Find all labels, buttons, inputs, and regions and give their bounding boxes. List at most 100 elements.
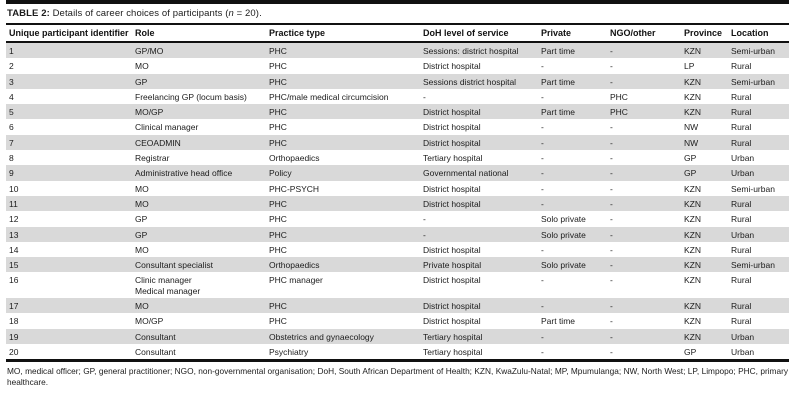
table-cell: PHC (269, 122, 287, 133)
table-cell: - (610, 183, 613, 194)
column-header: DoH level of service (423, 28, 509, 38)
table-cell: PHC manager (269, 275, 323, 286)
table-cell: PHC (269, 214, 287, 225)
table-body: 1 GP/MO PHC Sessions: district hospital Part… (6, 42, 789, 361)
table-cell: 6 (9, 122, 14, 133)
table-cell: PHC (269, 316, 287, 327)
table-cell: - (610, 137, 613, 148)
table-cell: - (610, 168, 613, 179)
table-cell: District hospital (423, 301, 481, 312)
table-cell: NW (684, 122, 699, 133)
table-cell: District hospital (423, 316, 481, 327)
table-cell: MO (135, 301, 149, 312)
table-cell: Part time (541, 107, 576, 118)
table-cell: NW (684, 137, 699, 148)
table-caption-n: n (228, 8, 234, 19)
table-cell: Semi-urban (731, 183, 775, 194)
table-row: 14 MO PHC District hospital - - KZN Rural (6, 241, 789, 258)
table-row: 18 MO/GP PHC District hospital Part time - KZN… (6, 313, 789, 329)
table-cell: Tertiary hospital (423, 331, 483, 342)
table-cell: KZN (684, 183, 701, 194)
table-row: 20 Consultant Psychiatry Tertiary hospital -… (6, 343, 789, 361)
table-cell: 20 (9, 346, 19, 357)
table-cell: KZN (684, 91, 701, 102)
table-cell: - (610, 61, 613, 72)
table-cell: Sessions: district hospital (423, 46, 519, 56)
table-cell: KZN (684, 260, 701, 271)
table-cell: Part time (541, 316, 576, 327)
table-header-row: Unique participant identifier Role Practic… (6, 24, 789, 42)
table-row: 19 Consultant Obstetrics and gynaecology Te… (6, 328, 789, 344)
table-row: 10 MO PHC-PSYCH District hospital - - KZN Semi-… (6, 180, 789, 196)
table-footnote: MO, medical officer; GP, general practit… (7, 366, 788, 388)
table-cell: Freelancing GP (locum basis) (135, 91, 247, 102)
table-cell: Solo private (541, 229, 586, 240)
table-cell: Rural (731, 301, 752, 312)
table-cell: CEOADMIN (135, 137, 181, 148)
table-cell: District hospital (423, 107, 481, 118)
table-cell: 5 (9, 107, 14, 118)
table-row: 16 Clinic manager Medical manager PHC manag… (6, 272, 789, 299)
table-cell: - (423, 91, 426, 102)
table-row: 7 CEOADMIN PHC District hospital - - NW Rural (6, 134, 789, 151)
table-cell: - (541, 91, 544, 102)
table-cell: PHC (269, 107, 287, 118)
table-cell: Orthopaedics (269, 260, 320, 271)
table-row: 1 GP/MO PHC Sessions: district hospital Part… (6, 42, 789, 59)
table-cell: PHC (610, 107, 628, 118)
table-cell: District hospital (423, 198, 481, 209)
table-cell: Clinic manager Medical manager (135, 275, 201, 296)
table-cell: PHC (269, 229, 287, 240)
table-cell: Rural (731, 244, 752, 255)
table-cell: Policy (269, 168, 292, 179)
table-cell: 7 (9, 137, 14, 148)
table-cell: KZN (684, 107, 701, 118)
table-cell: Tertiary hospital (423, 346, 483, 357)
table-cell: Part time (541, 46, 576, 56)
table-cell: Urban (731, 168, 755, 179)
table-cell: KZN (684, 46, 701, 56)
table-cell: KZN (684, 301, 701, 312)
table-cell: GP (684, 346, 697, 357)
table-cell: 18 (9, 316, 19, 327)
table-cell: Clinical manager (135, 122, 199, 133)
table-cell: - (610, 260, 613, 271)
column-header: Role (135, 28, 155, 38)
table-cell: Obstetrics and gynaecology (269, 331, 374, 342)
table-row: 13 GP PHC - Solo private - KZN Urban (6, 226, 789, 242)
table-cell: District hospital (423, 61, 481, 72)
table-cell: PHC (269, 61, 287, 72)
table-cell: 16 (9, 275, 19, 286)
table-cell: Solo private (541, 214, 586, 225)
table-cell: Rural (731, 275, 752, 286)
table-cell: - (541, 198, 544, 209)
table-cell: - (541, 61, 544, 72)
table-cell: GP/MO (135, 46, 164, 56)
table-cell: MO/GP (135, 107, 164, 118)
table-cell: PHC (269, 137, 287, 148)
table-cell: 14 (9, 244, 19, 255)
table-cell: LP (684, 61, 695, 72)
table-cell: Rural (731, 198, 752, 209)
table-cell: 15 (9, 260, 19, 271)
table-cell: - (610, 229, 613, 240)
table-cell: KZN (684, 331, 701, 342)
table-cell: - (610, 76, 613, 87)
table-cell: KZN (684, 198, 701, 209)
table-cell: 9 (9, 168, 14, 179)
table-row: 6 Clinical manager PHC District hospital - - N… (6, 119, 789, 135)
table-cell: GP (684, 168, 697, 179)
table-cell: Urban (731, 331, 755, 342)
table-cell: 8 (9, 153, 14, 164)
column-header: Province (684, 28, 723, 38)
participants-table: Unique participant identifier Role Practic… (6, 23, 789, 363)
table-caption-rest: = 20). (233, 8, 262, 19)
table-cell: PHC (269, 198, 287, 209)
table-cell: - (541, 122, 544, 133)
table-cell: 19 (9, 331, 19, 342)
table-cell: District hospital (423, 137, 481, 148)
table-cell: Consultant specialist (135, 260, 213, 271)
table-row: 3 GP PHC Sessions district hospital Part tim… (6, 73, 789, 89)
table-row: 12 GP PHC - Solo private - KZN Rural (6, 211, 789, 227)
